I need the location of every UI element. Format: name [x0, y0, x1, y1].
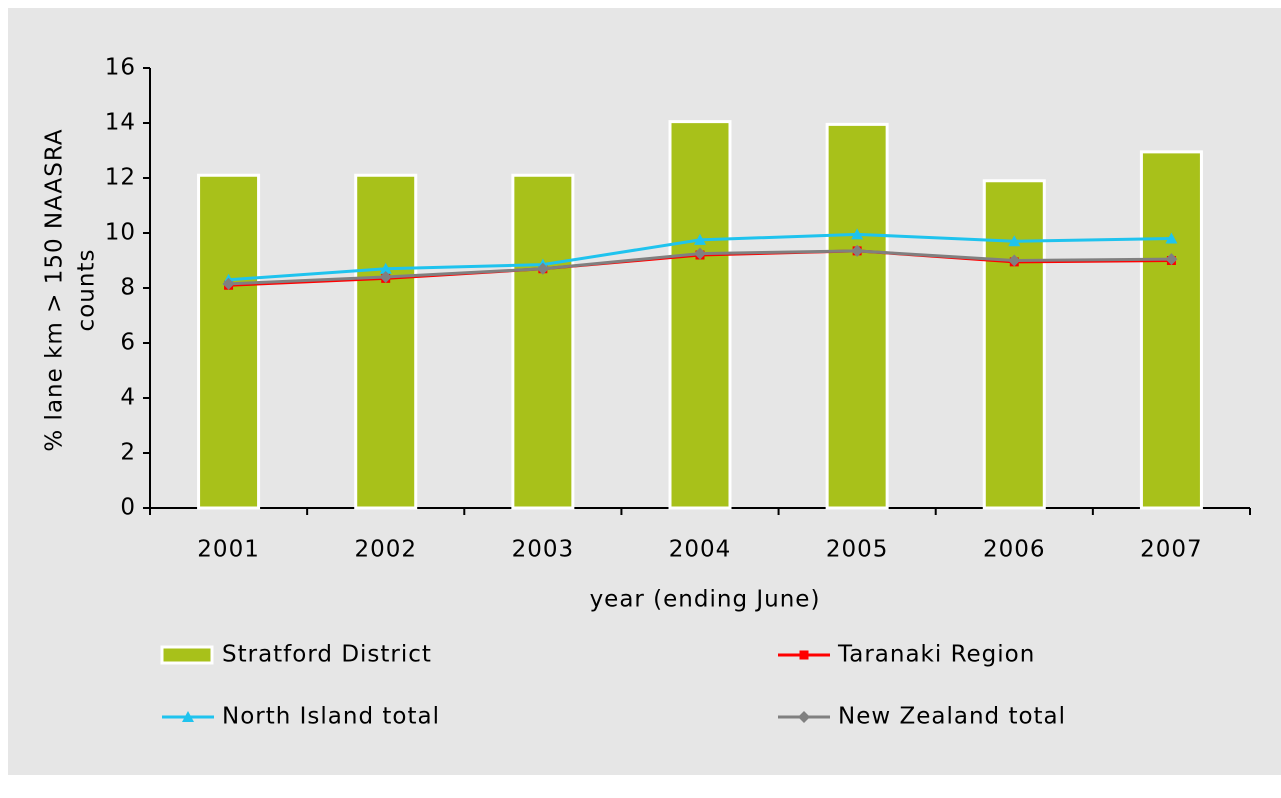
y-tick-label: 4: [120, 385, 136, 411]
bar-series: [197, 120, 1203, 510]
y-tick-label: 16: [105, 55, 136, 81]
bar: [197, 173, 261, 510]
legend-label: New Zealand total: [838, 704, 1066, 730]
x-tick-label: 2004: [669, 537, 732, 563]
marker: [694, 247, 706, 260]
legend-item: Taranaki Region: [778, 642, 1035, 668]
x-tick-label: 2005: [826, 537, 889, 563]
x-tick-label: 2002: [354, 537, 417, 563]
marker: [536, 262, 549, 275]
bar: [1139, 150, 1203, 510]
legend-label: North Island total: [222, 704, 440, 730]
y-tick-label: 10: [105, 220, 136, 246]
y-axis-title: % lane km > 150 NAASRA counts: [42, 128, 100, 451]
marker: [1008, 254, 1021, 267]
marker: [1008, 235, 1021, 247]
y-tick-label: 14: [105, 110, 136, 136]
marker: [851, 244, 864, 257]
marker: [379, 271, 392, 283]
x-axis-title: year (ending June): [590, 587, 821, 613]
y-tick-label: 12: [105, 165, 136, 191]
legend-label: Taranaki Region: [837, 642, 1035, 668]
line-series: [222, 244, 1178, 290]
marker: [1165, 232, 1178, 244]
y-axis-title-line: % lane km > 150 NAASRA: [42, 128, 68, 451]
marker: [694, 233, 706, 245]
y-axis-title-line: counts: [74, 249, 100, 332]
bar: [982, 179, 1046, 510]
legend-swatch: [160, 645, 214, 665]
marker: [799, 650, 809, 660]
x-tick-label: 2006: [983, 537, 1046, 563]
marker: [182, 711, 194, 722]
legend-label: Stratford District: [222, 642, 432, 668]
marker: [379, 262, 392, 274]
marker: [222, 277, 235, 290]
x-tick-label: 2003: [512, 537, 575, 563]
x-tick-label: 2001: [197, 537, 260, 563]
y-tick-label: 0: [120, 495, 136, 521]
y-tick-label: 6: [120, 330, 136, 356]
x-tick-label: 2007: [1140, 537, 1203, 563]
legend-item: North Island total: [162, 704, 440, 730]
y-tick-label: 2: [120, 440, 136, 466]
y-tick-label: 8: [120, 275, 136, 301]
legend-item: New Zealand total: [778, 704, 1066, 730]
marker: [1165, 253, 1178, 266]
bar: [668, 120, 732, 510]
legend-item: Stratford District: [160, 642, 432, 668]
marker: [851, 228, 864, 240]
marker: [798, 711, 810, 723]
bar: [511, 173, 575, 510]
bar: [825, 122, 889, 510]
bar: [354, 173, 418, 510]
